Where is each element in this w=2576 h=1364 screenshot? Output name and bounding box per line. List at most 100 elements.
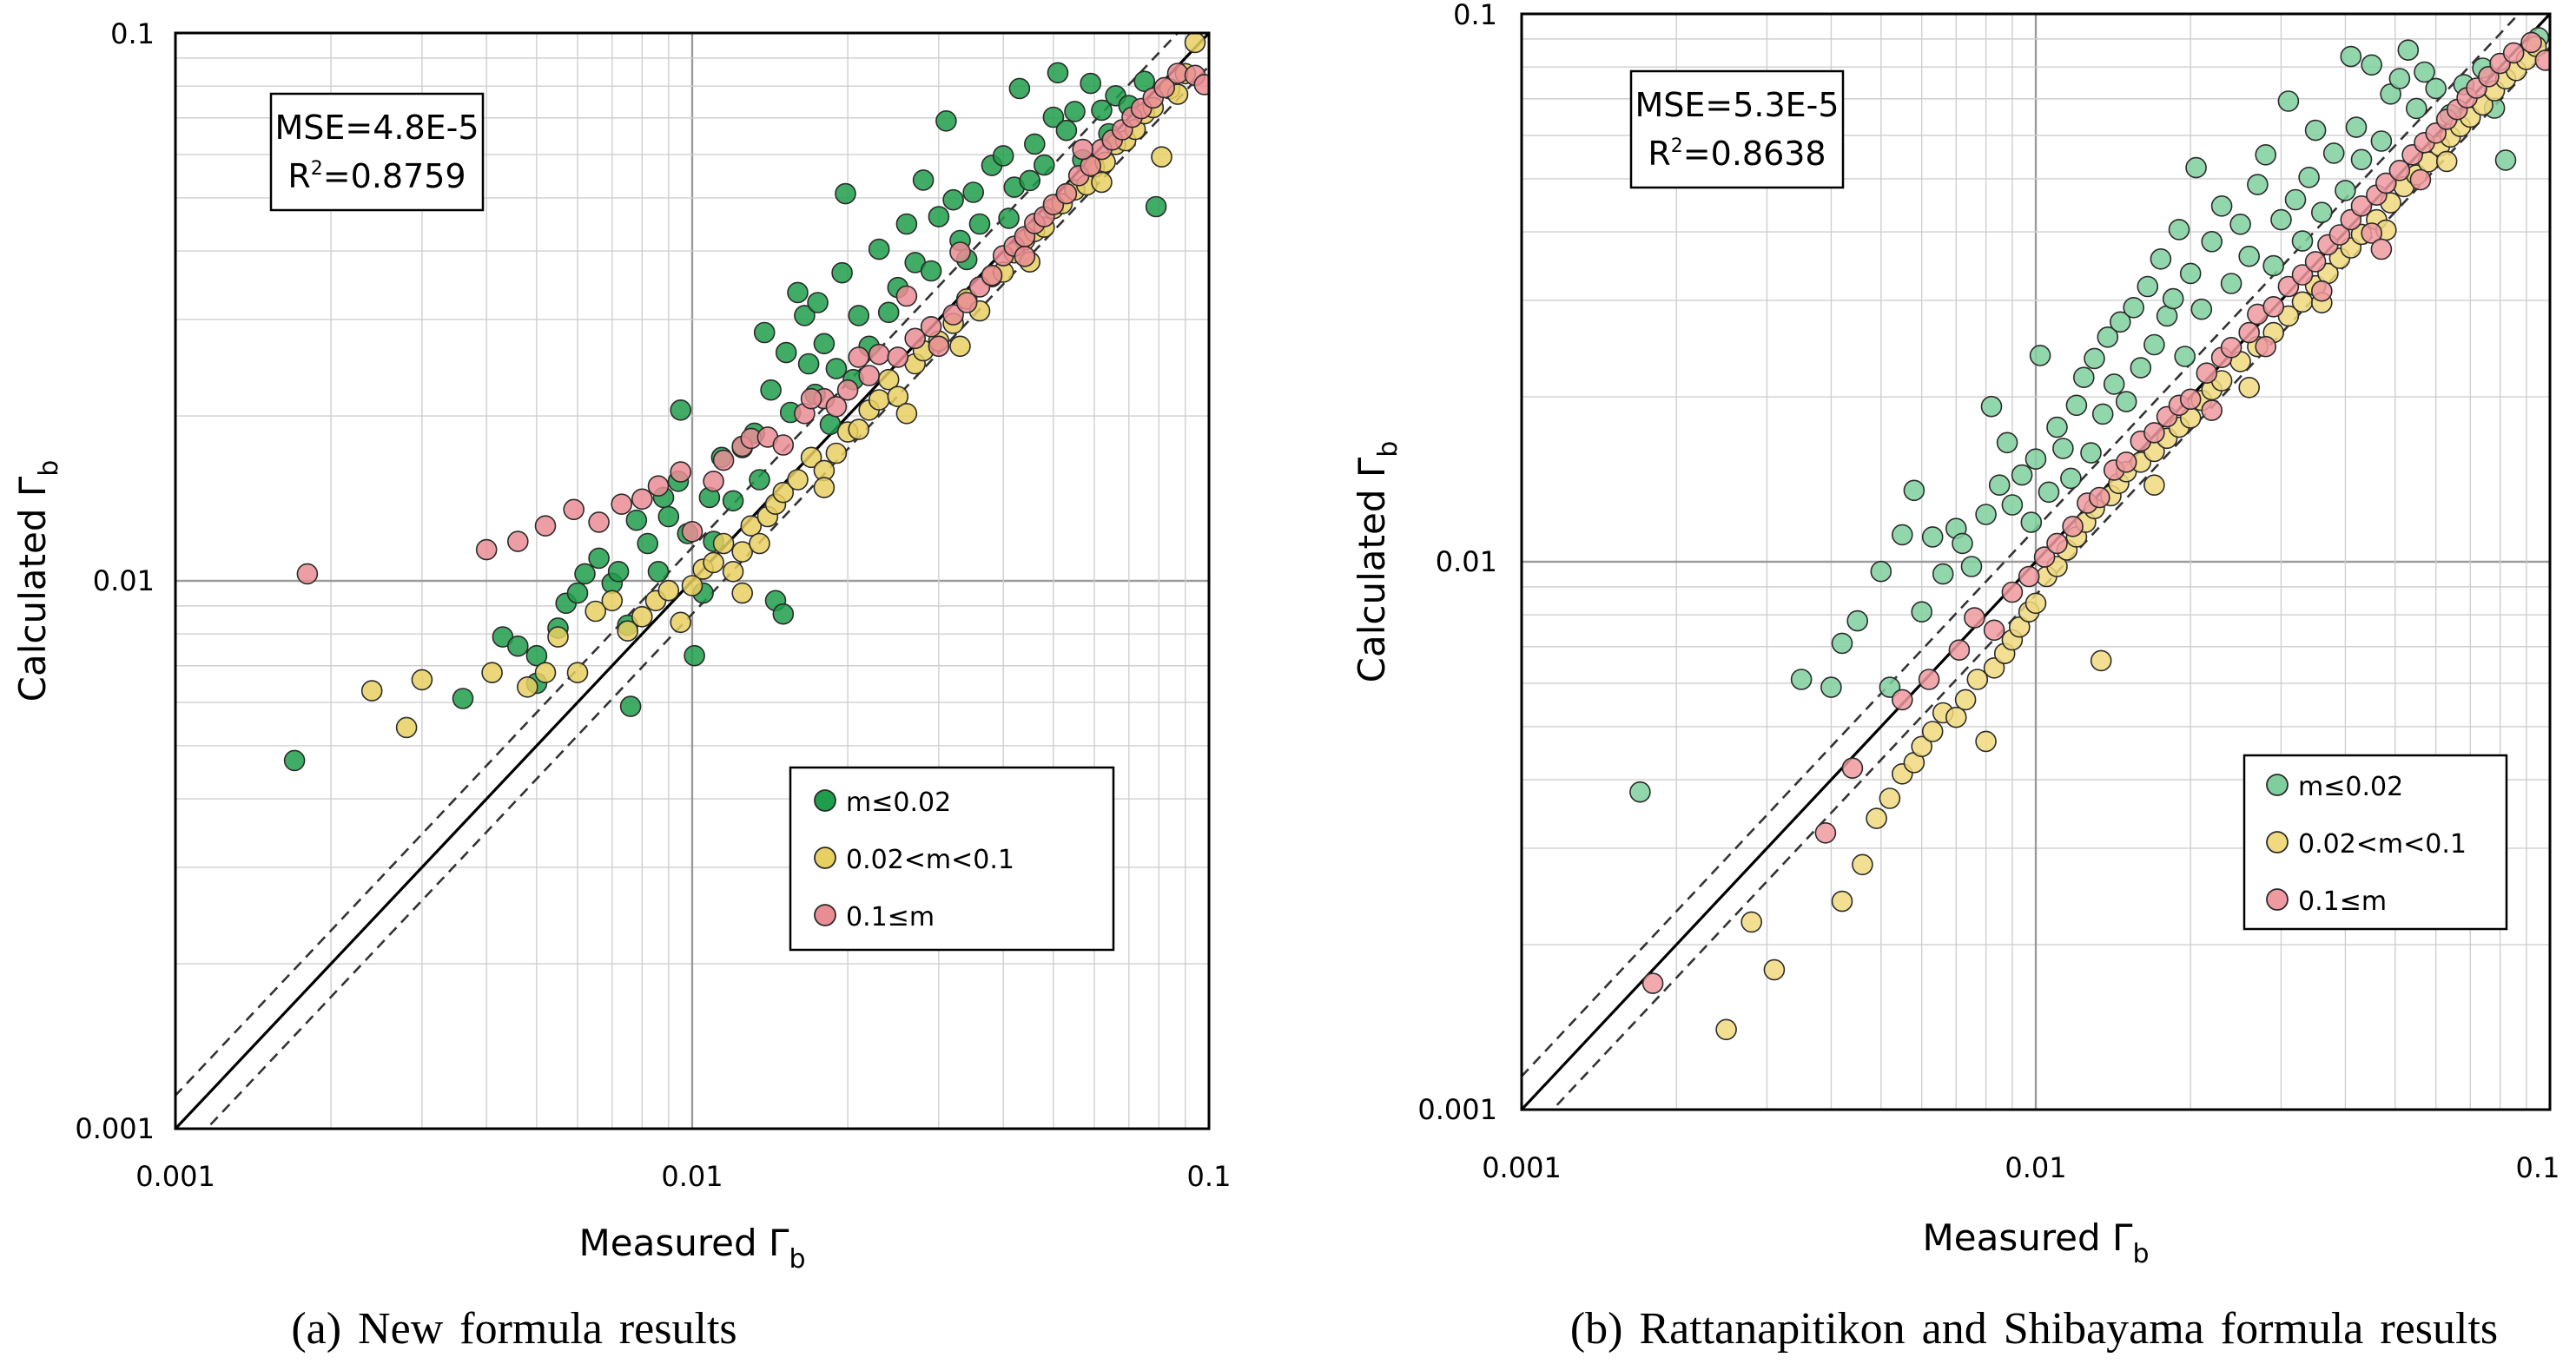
scatter-point-a-s0 — [1055, 119, 1078, 142]
scatter-point-b-s1 — [1866, 807, 1887, 829]
scatter-point-b-s2 — [2328, 224, 2351, 246]
legend-marker-b-0 — [2266, 774, 2289, 796]
scatter-point-b-s0 — [2150, 247, 2172, 270]
scatter-point-b-s0 — [2029, 345, 2051, 366]
scatter-point-a-s0 — [807, 292, 829, 313]
scatter-point-b-s0 — [2097, 326, 2119, 348]
legend-marker-a-0 — [814, 789, 836, 812]
scatter-point-b-s0 — [2284, 188, 2307, 211]
scatter-point-b-s1 — [1921, 721, 1944, 742]
scatter-point-a-s2 — [887, 346, 909, 368]
scatter-point-b-s0 — [1846, 610, 1868, 632]
scatter-point-b-s1 — [1879, 787, 1901, 809]
scatter-point-b-s0 — [2425, 77, 2447, 100]
scatter-point-a-s0 — [1019, 169, 1040, 192]
y-axis-label-a: Calculated Γb — [11, 460, 64, 702]
scatter-point-a-s0 — [1145, 195, 1167, 218]
x-axis-label-b: Measured Γb — [1923, 1216, 2150, 1269]
reference-line-a-2 — [205, 64, 1209, 1129]
scatter-point-a-s0 — [566, 582, 589, 604]
mse-label-a: MSE=4.8E-5 — [274, 109, 479, 147]
scatter-points-b — [1629, 27, 2550, 1041]
scatter-point-a-s2 — [868, 343, 890, 366]
scatter-point-a-s0 — [506, 635, 529, 657]
scatter-point-a-s2 — [1193, 74, 1209, 96]
scatter-point-b-s0 — [2174, 346, 2196, 367]
scatter-point-b-s2 — [2033, 546, 2056, 568]
scatter-point-b-s2 — [1948, 639, 1971, 662]
scatter-point-b-s0 — [2270, 208, 2292, 231]
scatter-point-b-s2 — [2196, 362, 2218, 385]
scatter-point-b-s0 — [2080, 442, 2102, 464]
scatter-point-a-s0 — [942, 188, 964, 211]
scatter-point-b-s0 — [2103, 373, 2125, 395]
scatter-point-b-s2 — [2089, 486, 2110, 509]
scatter-point-a-s2 — [647, 475, 670, 497]
scatter-point-a-s0 — [968, 213, 991, 235]
scatter-point-a-s0 — [912, 169, 935, 191]
scatter-point-b-s0 — [2046, 416, 2068, 438]
scatter-point-b-s0 — [1911, 601, 1932, 623]
scatter-point-b-s1 — [2435, 150, 2458, 173]
scatter-point-b-s1 — [1975, 730, 1997, 753]
scatter-point-a-s1 — [825, 442, 848, 465]
scatter-point-b-s0 — [1980, 395, 2003, 418]
scatter-point-a-s0 — [753, 321, 776, 344]
scatter-point-b-s2 — [2534, 49, 2550, 71]
scatter-point-a-s0 — [525, 644, 548, 667]
scatter-point-b-s0 — [2361, 54, 2382, 76]
scatter-point-a-s0 — [1133, 70, 1155, 92]
scatter-point-a-s2 — [1072, 138, 1093, 161]
scatter-point-a-s0 — [813, 333, 836, 355]
scatter-point-a-s1 — [887, 385, 909, 408]
scatter-point-a-s1 — [740, 515, 763, 537]
scatter-point-b-s1 — [1831, 890, 1853, 913]
scatter-point-a-s1 — [749, 532, 770, 555]
scatter-point-b-s2 — [2001, 581, 2024, 603]
scatter-point-b-s0 — [2060, 467, 2082, 490]
scatter-point-b-s0 — [2011, 464, 2033, 486]
scatter-point-a-s0 — [962, 181, 984, 203]
scatter-point-b-s2 — [2361, 222, 2382, 244]
scatter-point-a-s0 — [877, 301, 900, 324]
scatter-point-a-s2 — [670, 461, 692, 483]
scatter-point-b-s2 — [1892, 689, 1913, 711]
scatter-point-a-s2 — [712, 449, 735, 471]
scatter-point-a-s0 — [928, 206, 950, 227]
scatter-point-a-s1 — [731, 541, 754, 563]
scatter-point-b-s2 — [2220, 336, 2242, 359]
scatter-point-a-s1 — [585, 600, 607, 623]
scatter-point-a-s0 — [1008, 77, 1031, 100]
y-tick-b-0: 0.001 — [1417, 1093, 1497, 1126]
scatter-point-b-s0 — [2335, 180, 2356, 201]
scatter-point-a-s0 — [848, 305, 870, 326]
y-tick-a-1: 0.01 — [93, 564, 155, 597]
scatter-point-a-s2 — [703, 470, 724, 492]
scatter-point-a-s0 — [607, 560, 630, 583]
scatter-point-a-s0 — [670, 399, 692, 421]
y-tick-a-2: 0.1 — [110, 17, 155, 50]
scatter-point-b-s1 — [2024, 592, 2047, 615]
legend-label-b-1: 0.02<m<0.1 — [2298, 829, 2467, 860]
scatter-point-b-s0 — [2238, 245, 2260, 267]
scatter-point-a-s0 — [588, 547, 610, 570]
scatter-point-a-s0 — [868, 238, 890, 260]
scatter-point-a-s2 — [836, 379, 859, 401]
scatter-point-b-s0 — [1820, 676, 1842, 698]
scatter-point-b-s1 — [1945, 706, 1967, 728]
scatter-point-b-s1 — [2238, 376, 2260, 399]
scatter-point-a-s1 — [949, 335, 971, 358]
scatter-point-b-s2 — [2311, 280, 2333, 302]
scatter-point-b-s2 — [1918, 669, 1940, 690]
scatter-point-a-s0 — [647, 560, 670, 583]
scatter-points-a — [283, 33, 1209, 772]
scatter-point-a-s0 — [794, 305, 816, 326]
scatter-point-b-s0 — [2210, 195, 2233, 217]
legend-label-b-0: m≤0.02 — [2298, 772, 2403, 802]
scatter-point-a-s1 — [712, 532, 735, 555]
scatter-point-a-s0 — [625, 509, 648, 531]
scatter-point-b-s0 — [1790, 669, 1813, 690]
scatter-point-b-s0 — [1629, 781, 1651, 803]
scatter-point-a-s1 — [848, 418, 870, 440]
